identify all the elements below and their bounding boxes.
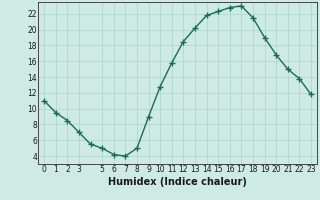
X-axis label: Humidex (Indice chaleur): Humidex (Indice chaleur) bbox=[108, 177, 247, 187]
